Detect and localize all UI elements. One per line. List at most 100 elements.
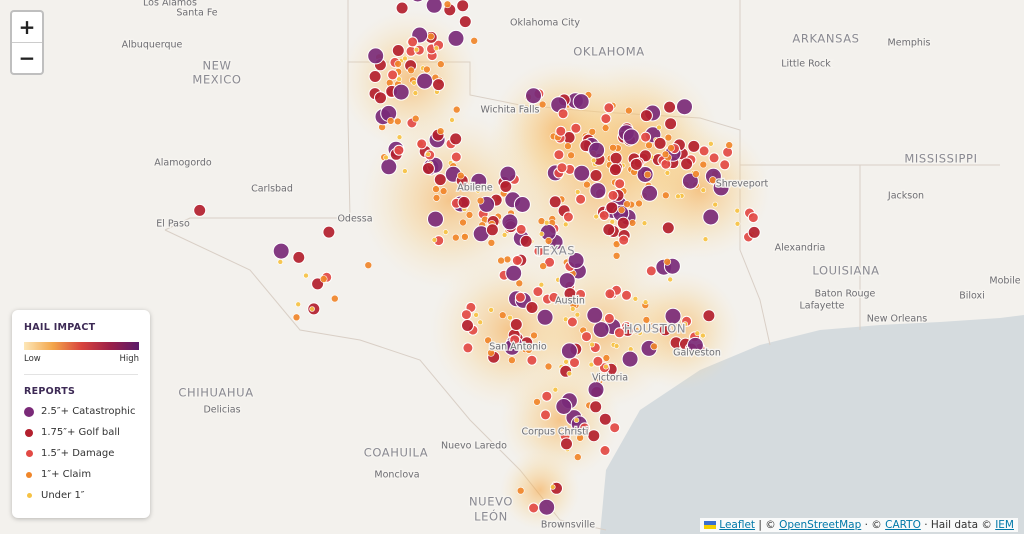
legend-swatch: [26, 471, 32, 478]
region-label: ARKANSAS: [792, 32, 859, 46]
hail-report: [702, 208, 720, 226]
hail-report: [609, 151, 623, 165]
hail-report: [664, 170, 671, 176]
hail-report: [603, 312, 615, 324]
hail-report: [421, 162, 435, 175]
hail-report: [393, 117, 402, 126]
city-label: Galveston: [673, 348, 721, 359]
hail-report: [525, 301, 539, 314]
hail-report: [509, 318, 523, 331]
city-label: Brownsville: [541, 520, 595, 531]
region-label: NUEVO: [469, 495, 513, 509]
hail-report: [599, 445, 611, 456]
hail-report: [667, 144, 675, 152]
hail-report: [589, 400, 603, 414]
hail-report: [450, 151, 462, 163]
hail-report: [675, 193, 681, 200]
city-label: Los Alamos: [143, 0, 197, 9]
zoom-out[interactable]: −: [12, 42, 42, 73]
hail-report: [272, 242, 290, 260]
hail-report: [712, 201, 719, 208]
hail-report: [392, 83, 410, 101]
hail-report: [629, 157, 643, 171]
hail-report: [538, 498, 556, 516]
hail-report: [436, 127, 445, 135]
hail-report: [319, 275, 328, 283]
hail-report: [664, 133, 673, 142]
leaflet-link[interactable]: Leaflet: [719, 519, 756, 531]
hail-report: [667, 276, 674, 283]
carto-link[interactable]: CARTO: [885, 519, 921, 531]
hail-report: [605, 201, 619, 215]
hail-report: [560, 342, 578, 360]
hail-report: [442, 229, 449, 235]
hail-report: [555, 398, 573, 415]
hail-report: [436, 60, 445, 68]
hail-report: [526, 354, 538, 366]
hail-report: [411, 0, 424, 3]
hail-report: [412, 90, 419, 96]
hail-report: [700, 187, 707, 193]
hail-report: [443, 0, 452, 9]
hail-report: [574, 311, 581, 318]
hail-report: [562, 211, 574, 223]
city-label: Victoria: [592, 373, 628, 384]
hail-report: [501, 232, 508, 238]
hail-report: [616, 216, 630, 230]
hail-report: [505, 264, 523, 282]
hail-report: [590, 157, 597, 164]
hail-report: [432, 194, 441, 202]
hail-report: [367, 47, 385, 65]
hail-report: [509, 334, 521, 346]
hail-report: [473, 312, 479, 318]
hail-report: [575, 288, 587, 300]
city-label: Alexandria: [775, 243, 826, 254]
hail-report: [533, 398, 541, 406]
hail-report: [557, 108, 569, 120]
region-label: MEXICO: [192, 73, 241, 87]
hail-report: [396, 134, 403, 140]
hail-report: [621, 289, 632, 301]
hail-report: [553, 149, 565, 161]
hail-report: [498, 311, 507, 320]
hail-report: [395, 1, 409, 15]
hail-report: [470, 36, 479, 45]
hail-report: [330, 294, 339, 303]
hail-report: [538, 231, 545, 237]
hail-report: [411, 114, 420, 123]
hail-report: [613, 327, 625, 339]
hail-report: [589, 169, 603, 182]
osm-link[interactable]: OpenStreetMap: [779, 519, 862, 531]
hail-report: [544, 362, 553, 371]
hail-report: [461, 319, 474, 332]
hail-report: [476, 196, 485, 205]
hail-report: [548, 291, 560, 303]
hail-report: [587, 429, 601, 443]
hail-report: [549, 484, 556, 490]
hail-report: [497, 256, 505, 265]
iem-link[interactable]: IEM: [995, 519, 1014, 531]
hail-report: [694, 330, 701, 337]
hail-report: [628, 219, 637, 227]
hail-report: [641, 184, 659, 202]
hail-report: [536, 308, 554, 326]
hail-report: [563, 358, 569, 365]
hail-report: [457, 195, 471, 209]
hail-report: [528, 502, 540, 514]
zoom-in[interactable]: +: [18, 15, 36, 39]
hail-report: [503, 255, 512, 264]
hail-report: [692, 170, 700, 178]
hail-report: [544, 256, 556, 268]
hail-report: [487, 348, 495, 357]
hail-report: [387, 69, 399, 81]
attr-text: · Hail data ©: [924, 519, 992, 531]
hail-report: [587, 381, 605, 399]
city-label: San Antonio: [489, 342, 547, 353]
hail-report: [664, 307, 682, 325]
city-label: Monclova: [374, 470, 419, 481]
hail-report: [645, 141, 653, 150]
hail-report: [516, 486, 525, 495]
hail-report: [676, 98, 693, 116]
legend: HAIL IMPACT Low High REPORTS 2.5″+ Catas…: [12, 310, 150, 518]
